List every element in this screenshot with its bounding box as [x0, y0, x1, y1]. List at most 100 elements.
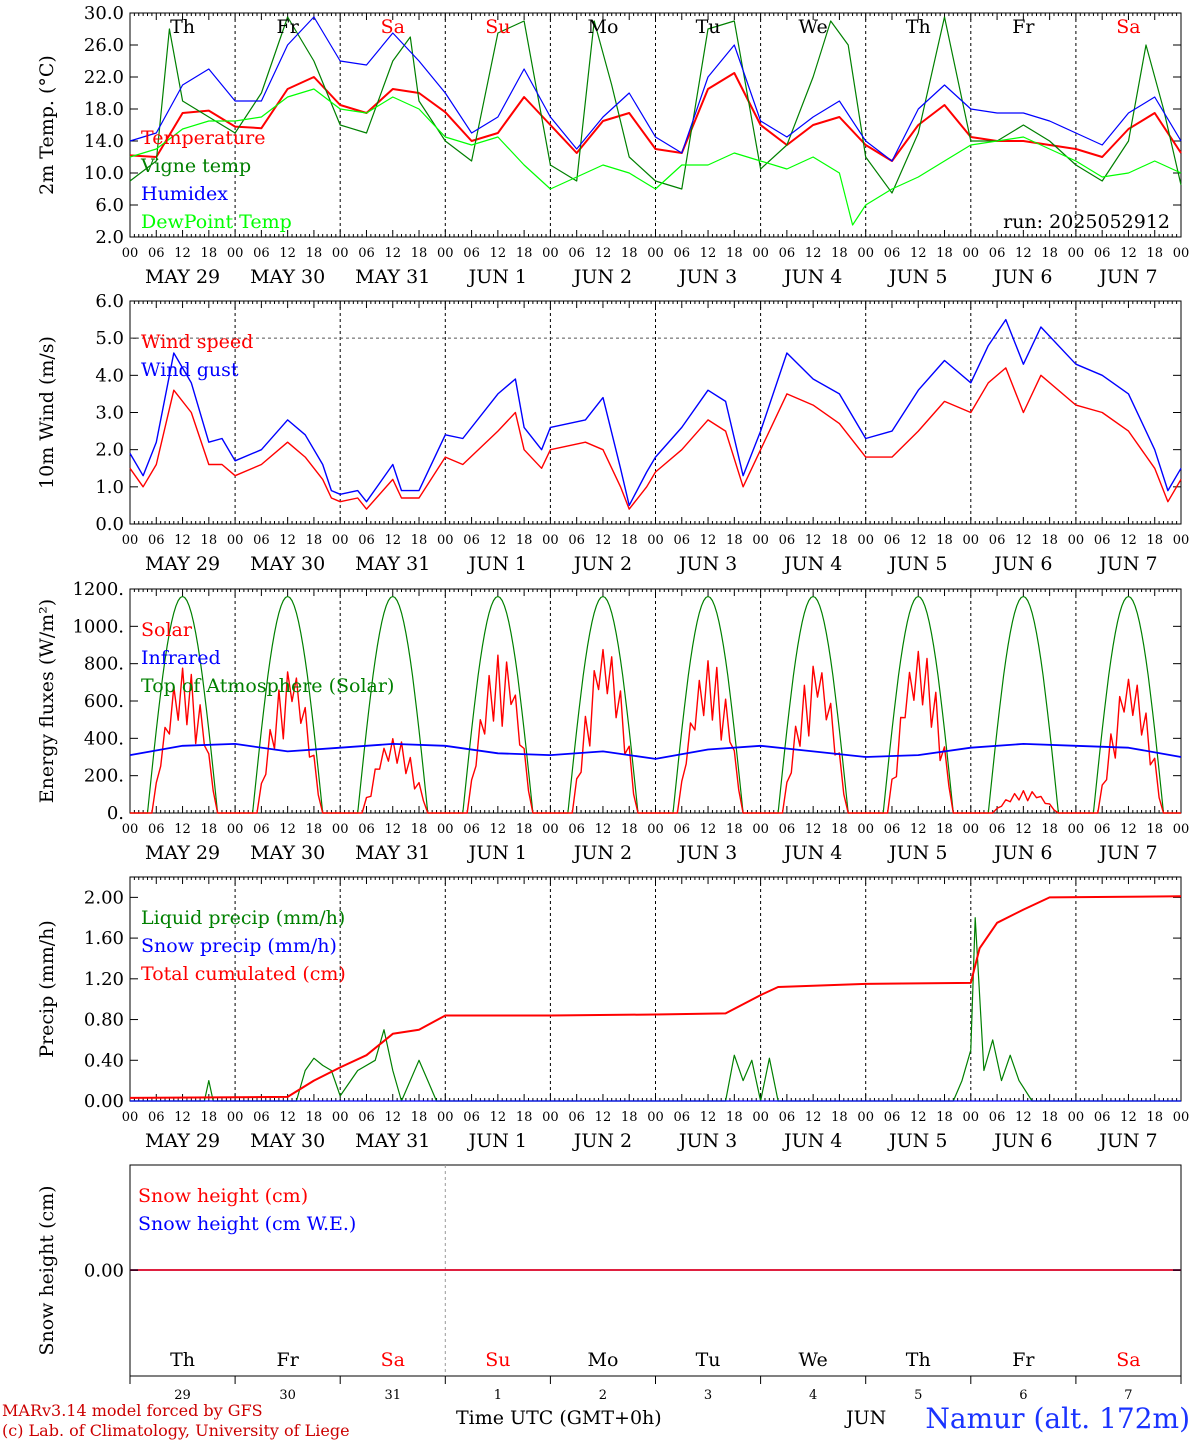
day-name-bottom: Fr — [1012, 1349, 1035, 1371]
x-hour-label: 00 — [122, 822, 139, 837]
x-hour-label: 06 — [1094, 1110, 1111, 1125]
x-hour-label: 12 — [384, 246, 401, 261]
y-tick-label: 1.20 — [84, 969, 124, 990]
x-date-label: JUN 1 — [467, 266, 527, 288]
x-hour-label: 18 — [726, 533, 743, 548]
y-tick-label: 2.00 — [84, 887, 124, 908]
x-hour-label: 06 — [253, 822, 270, 837]
x-hour-label: 18 — [726, 246, 743, 261]
x-hour-label: 18 — [936, 822, 953, 837]
y-tick-label: 4.0 — [95, 365, 124, 386]
x-hour-label: 06 — [674, 533, 691, 548]
legend-total-cumulated: Total cumulated (cm) — [141, 963, 346, 985]
day-name-bottom: Mo — [587, 1349, 618, 1371]
day-name-top: We — [799, 16, 828, 38]
y-tick-label: 0. — [107, 803, 124, 824]
series-vigne-temp-line — [129, 16, 1182, 194]
day-number: 5 — [914, 1388, 922, 1403]
y-axis-label: Energy fluxes (W/m²) — [36, 599, 58, 803]
x-hour-label: 18 — [1146, 1110, 1163, 1125]
x-hour-label: 00 — [752, 533, 769, 548]
series-humidex-line — [129, 16, 1182, 162]
series-infrared-line — [129, 743, 1182, 760]
y-tick-label: 6.0 — [95, 195, 124, 216]
y-tick-label: 22.0 — [84, 67, 124, 88]
x-hour-label: 12 — [910, 533, 927, 548]
day-number: 29 — [174, 1388, 191, 1403]
x-hour-label: 12 — [490, 246, 507, 261]
month-label: JUN — [844, 1407, 886, 1429]
day-name-top: Su — [485, 16, 510, 38]
x-hour-label: 06 — [568, 246, 585, 261]
x-date-label: MAY 30 — [250, 842, 325, 864]
x-hour-label: 18 — [936, 1110, 953, 1125]
x-date-label: JUN 3 — [677, 1130, 737, 1152]
day-name-top: Tu — [696, 16, 721, 38]
x-hour-label: 00 — [332, 1110, 349, 1125]
x-hour-label: 06 — [148, 1110, 165, 1125]
legend-solar: Solar — [141, 619, 193, 641]
x-hour-label: 12 — [174, 533, 191, 548]
x-hour-label: 06 — [674, 822, 691, 837]
x-hour-label: 06 — [779, 246, 796, 261]
day-name-top: Th — [906, 16, 931, 38]
legend-wind-gust: Wind gust — [141, 359, 239, 381]
x-hour-label: 06 — [568, 1110, 585, 1125]
x-hour-label: 18 — [201, 822, 218, 837]
x-hour-label: 12 — [595, 1110, 612, 1125]
x-hour-label: 18 — [831, 246, 848, 261]
x-hour-label: 00 — [227, 822, 244, 837]
day-name-bottom: Sa — [381, 1349, 405, 1371]
x-hour-label: 12 — [384, 822, 401, 837]
x-hour-label: 12 — [384, 1110, 401, 1125]
x-hour-label: 18 — [411, 246, 428, 261]
x-hour-label: 00 — [1068, 533, 1085, 548]
legend-dewpoint-temp: DewPoint Temp — [141, 211, 292, 233]
day-name-bottom: Fr — [277, 1349, 300, 1371]
legend-vigne-temp: Vigne temp — [140, 155, 251, 177]
x-hour-label: 06 — [358, 533, 375, 548]
x-hour-label: 12 — [910, 246, 927, 261]
x-date-label: JUN 5 — [887, 842, 947, 864]
x-hour-label: 06 — [779, 533, 796, 548]
x-hour-label: 00 — [1173, 822, 1190, 837]
x-hour-label: 00 — [542, 246, 559, 261]
x-hour-label: 06 — [989, 533, 1006, 548]
y-axis-label: Precip (mm/h) — [36, 920, 58, 1058]
legend-humidex: Humidex — [141, 183, 228, 205]
x-hour-label: 06 — [1094, 246, 1111, 261]
day-name-bottom: Th — [906, 1349, 931, 1371]
x-hour-label: 18 — [831, 822, 848, 837]
x-hour-label: 18 — [411, 533, 428, 548]
x-hour-label: 00 — [542, 1110, 559, 1125]
x-hour-label: 00 — [542, 533, 559, 548]
day-name-bottom: Su — [485, 1349, 510, 1371]
day-name-top: Fr — [1012, 16, 1035, 38]
x-hour-label: 06 — [253, 246, 270, 261]
x-hour-label: 18 — [1041, 533, 1058, 548]
day-name-bottom: Th — [170, 1349, 195, 1371]
x-hour-label: 12 — [595, 533, 612, 548]
x-hour-label: 18 — [831, 533, 848, 548]
legend-snow-height-we: Snow height (cm W.E.) — [138, 1213, 356, 1235]
x-hour-label: 06 — [674, 1110, 691, 1125]
y-axis-label: Snow height (cm) — [36, 1185, 58, 1355]
x-hour-label: 12 — [595, 246, 612, 261]
x-hour-label: 18 — [726, 822, 743, 837]
y-tick-label: 0.80 — [84, 1010, 124, 1031]
x-hour-label: 18 — [1041, 1110, 1058, 1125]
x-date-label: JUN 4 — [782, 266, 842, 288]
x-hour-label: 06 — [463, 533, 480, 548]
x-hour-label: 06 — [253, 1110, 270, 1125]
x-hour-label: 00 — [963, 246, 980, 261]
x-hour-label: 00 — [857, 246, 874, 261]
x-hour-label: 12 — [279, 246, 296, 261]
x-hour-label: 00 — [857, 533, 874, 548]
x-hour-label: 00 — [227, 533, 244, 548]
x-date-label: JUN 2 — [572, 553, 632, 575]
x-hour-label: 00 — [1068, 246, 1085, 261]
x-hour-label: 18 — [621, 533, 638, 548]
x-hour-label: 12 — [1015, 533, 1032, 548]
y-tick-label: 14.0 — [84, 131, 124, 152]
x-hour-label: 06 — [779, 822, 796, 837]
